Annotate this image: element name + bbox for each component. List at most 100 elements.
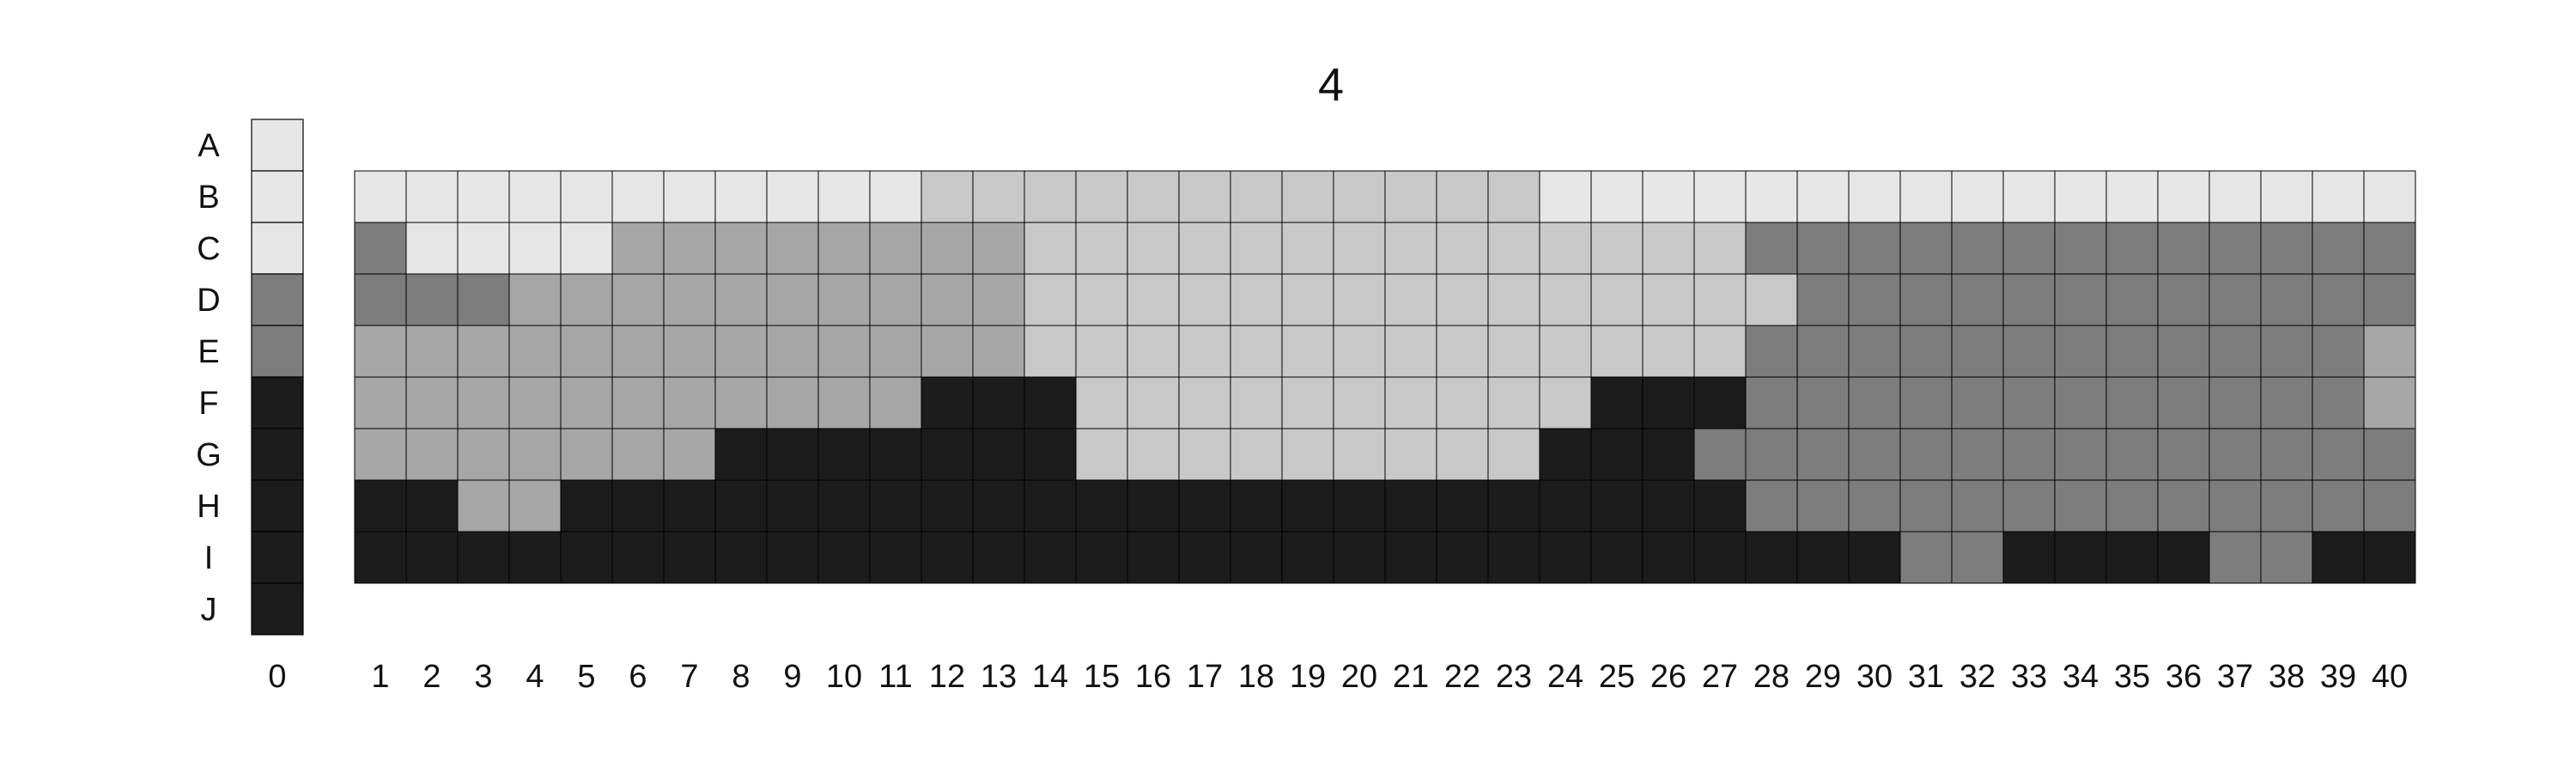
column-label-32: 32	[1959, 659, 1996, 695]
column-label-3: 3	[474, 659, 492, 695]
cell-f-5	[560, 376, 613, 429]
column-label-0: 0	[268, 659, 286, 695]
cell-d-14	[1024, 273, 1077, 326]
reference-cell-d	[251, 273, 304, 326]
column-label-29: 29	[1805, 659, 1841, 695]
cell-g-11	[869, 428, 922, 481]
cell-e-11	[869, 325, 922, 378]
cell-e-19	[1281, 325, 1334, 378]
column-label-19: 19	[1290, 659, 1326, 695]
cell-b-1	[354, 170, 407, 223]
cell-h-30	[1848, 479, 1901, 533]
cell-d-30	[1848, 273, 1901, 326]
cell-e-27	[1693, 325, 1747, 378]
cell-g-15	[1075, 428, 1128, 481]
cell-i-30	[1848, 531, 1901, 584]
cell-b-10	[817, 170, 871, 223]
cell-b-19	[1281, 170, 1334, 223]
cell-b-21	[1384, 170, 1437, 223]
cell-g-19	[1281, 428, 1334, 481]
cell-e-32	[1951, 325, 2004, 378]
cell-d-22	[1436, 273, 1489, 326]
column-label-17: 17	[1187, 659, 1223, 695]
reference-cell-e	[251, 325, 304, 378]
cell-f-26	[1642, 376, 1695, 429]
cell-g-34	[2054, 428, 2107, 481]
cell-f-2	[405, 376, 459, 429]
cell-i-8	[714, 531, 768, 584]
cell-d-16	[1127, 273, 1180, 326]
cell-d-34	[2054, 273, 2107, 326]
column-label-4: 4	[526, 659, 544, 695]
cell-c-35	[2105, 222, 2159, 275]
cell-e-22	[1436, 325, 1489, 378]
cell-f-29	[1796, 376, 1850, 429]
cell-h-11	[869, 479, 922, 533]
cell-d-33	[2002, 273, 2056, 326]
column-label-35: 35	[2114, 659, 2150, 695]
cell-f-14	[1024, 376, 1077, 429]
cell-h-5	[560, 479, 613, 533]
cell-d-26	[1642, 273, 1695, 326]
cell-b-24	[1539, 170, 1592, 223]
cell-b-23	[1487, 170, 1540, 223]
cell-g-6	[611, 428, 665, 481]
column-label-12: 12	[929, 659, 965, 695]
column-label-31: 31	[1908, 659, 1944, 695]
cell-h-31	[1899, 479, 1953, 533]
cell-e-8	[714, 325, 768, 378]
cell-i-33	[2002, 531, 2056, 584]
cell-h-17	[1178, 479, 1231, 533]
cell-c-7	[663, 222, 716, 275]
cell-c-29	[1796, 222, 1850, 275]
cell-f-39	[2312, 376, 2365, 429]
cell-i-16	[1127, 531, 1180, 584]
cell-b-20	[1333, 170, 1386, 223]
cell-c-39	[2312, 222, 2365, 275]
column-label-8: 8	[732, 659, 750, 695]
cell-c-37	[2208, 222, 2262, 275]
cell-c-2	[405, 222, 459, 275]
column-label-26: 26	[1650, 659, 1686, 695]
cell-d-8	[714, 273, 768, 326]
cell-e-26	[1642, 325, 1695, 378]
cell-g-35	[2105, 428, 2159, 481]
cell-g-17	[1178, 428, 1231, 481]
cell-e-2	[405, 325, 459, 378]
cell-d-13	[972, 273, 1025, 326]
cell-g-33	[2002, 428, 2056, 481]
cell-e-17	[1178, 325, 1231, 378]
cell-c-13	[972, 222, 1025, 275]
cell-d-11	[869, 273, 922, 326]
cell-c-40	[2363, 222, 2416, 275]
cell-b-35	[2105, 170, 2159, 223]
cell-f-21	[1384, 376, 1437, 429]
column-label-22: 22	[1444, 659, 1480, 695]
cell-e-21	[1384, 325, 1437, 378]
cell-g-28	[1745, 428, 1798, 481]
cell-i-4	[508, 531, 562, 584]
cell-c-8	[714, 222, 768, 275]
cell-f-18	[1230, 376, 1283, 429]
cell-f-11	[869, 376, 922, 429]
cell-d-28	[1745, 273, 1798, 326]
cell-g-37	[2208, 428, 2262, 481]
cell-g-7	[663, 428, 716, 481]
cell-i-29	[1796, 531, 1850, 584]
heatmap-grid	[354, 170, 2416, 584]
cell-g-40	[2363, 428, 2416, 481]
cell-e-35	[2105, 325, 2159, 378]
cell-d-15	[1075, 273, 1128, 326]
cell-e-23	[1487, 325, 1540, 378]
column-label-27: 27	[1702, 659, 1738, 695]
cell-i-27	[1693, 531, 1747, 584]
cell-g-26	[1642, 428, 1695, 481]
cell-b-39	[2312, 170, 2365, 223]
cell-g-25	[1590, 428, 1643, 481]
cell-h-4	[508, 479, 562, 533]
cell-b-22	[1436, 170, 1489, 223]
cell-i-21	[1384, 531, 1437, 584]
cell-i-9	[766, 531, 819, 584]
cell-c-5	[560, 222, 613, 275]
cell-h-7	[663, 479, 716, 533]
